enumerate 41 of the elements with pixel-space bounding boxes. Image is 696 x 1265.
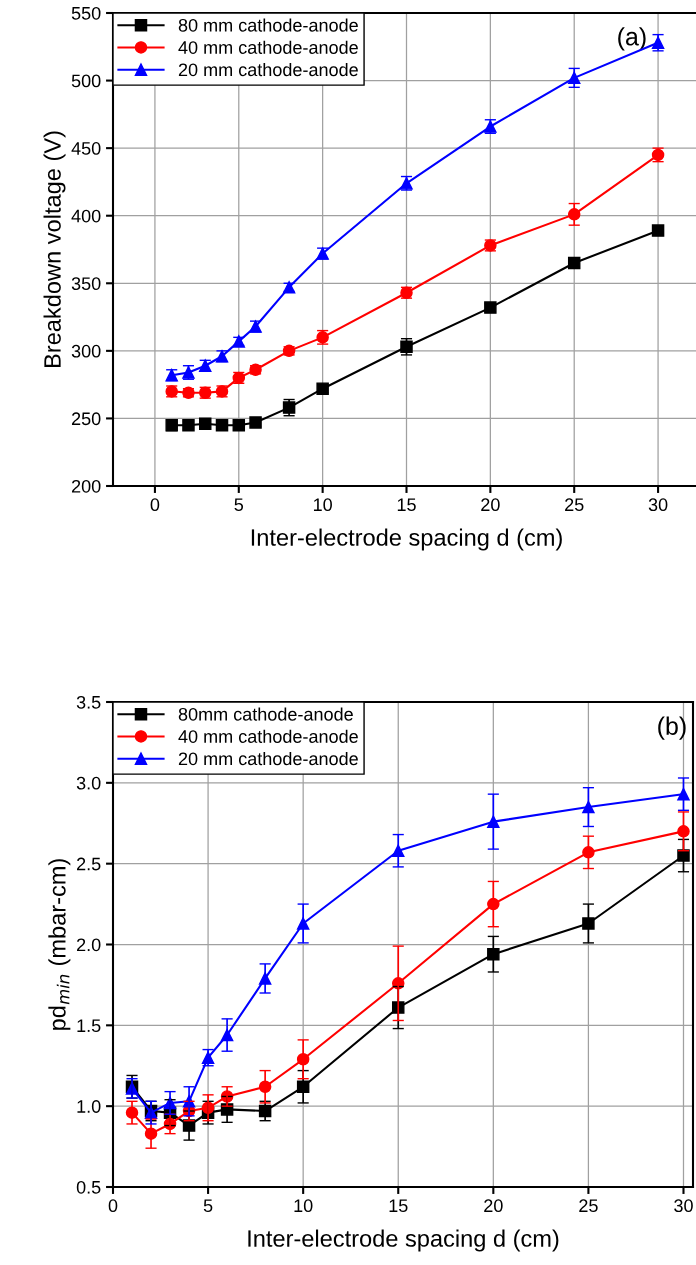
y-axis-title: pd$_{min}$ (mbar-cm): [48, 859, 71, 1030]
x-axis-title: Inter-electrode spacing d (cm): [251, 528, 562, 551]
legend-label: 40 mm cathode-anode: [178, 40, 358, 54]
x-tick-label: 15: [389, 1199, 408, 1213]
legend-label: 20 mm cathode-anode: [178, 751, 358, 766]
y-tick-label: 3.0: [76, 776, 101, 790]
y-tick-label: 200: [71, 479, 101, 493]
y-tick-label: 250: [71, 412, 101, 426]
x-tick-label: 0: [150, 498, 160, 512]
x-axis-title: Inter-electrode spacing d (cm): [248, 1229, 559, 1252]
x-tick-label: 25: [565, 498, 584, 512]
y-tick-label: 450: [71, 142, 101, 155]
legend-label: 80 mm cathode-anode: [178, 18, 358, 32]
y-tick-label: 300: [71, 344, 101, 358]
x-tick-label: 20: [484, 1199, 503, 1213]
x-tick-label: 20: [481, 498, 500, 512]
y-tick-label: 0.5: [76, 1180, 101, 1194]
x-tick-label: 30: [674, 1199, 693, 1213]
y-tick-label: 350: [71, 277, 101, 291]
y-tick-label: 3.5: [76, 695, 101, 709]
legend-label: 80mm cathode-anode: [178, 707, 353, 721]
x-tick-label: 25: [579, 1199, 598, 1213]
y-tick-label: 550: [71, 6, 101, 20]
x-tick-label: 5: [234, 498, 244, 512]
x-tick-label: 10: [294, 1199, 313, 1213]
x-tick-label: 10: [313, 498, 332, 512]
y-tick-label: 500: [71, 74, 101, 88]
x-tick-label: 5: [203, 1199, 213, 1213]
y-tick-label: 2.5: [77, 857, 101, 871]
x-tick-label: 15: [397, 498, 416, 512]
y-tick-label: 1.0: [77, 1100, 101, 1113]
y-axis-title: Breakdown voltage (V): [43, 131, 66, 367]
x-tick-label: 0: [108, 1199, 118, 1213]
x-tick-label: 30: [648, 498, 668, 512]
annotation: (a): [618, 27, 646, 51]
y-tick-label: 2.0: [77, 938, 101, 952]
y-tick-label: 400: [71, 209, 101, 223]
legend-label: 40 mm cathode-anode: [178, 729, 358, 743]
legend-label: 20 mm cathode-anode: [178, 62, 358, 77]
y-tick-label: 1.5: [77, 1019, 101, 1033]
annotation: (b): [658, 716, 686, 740]
